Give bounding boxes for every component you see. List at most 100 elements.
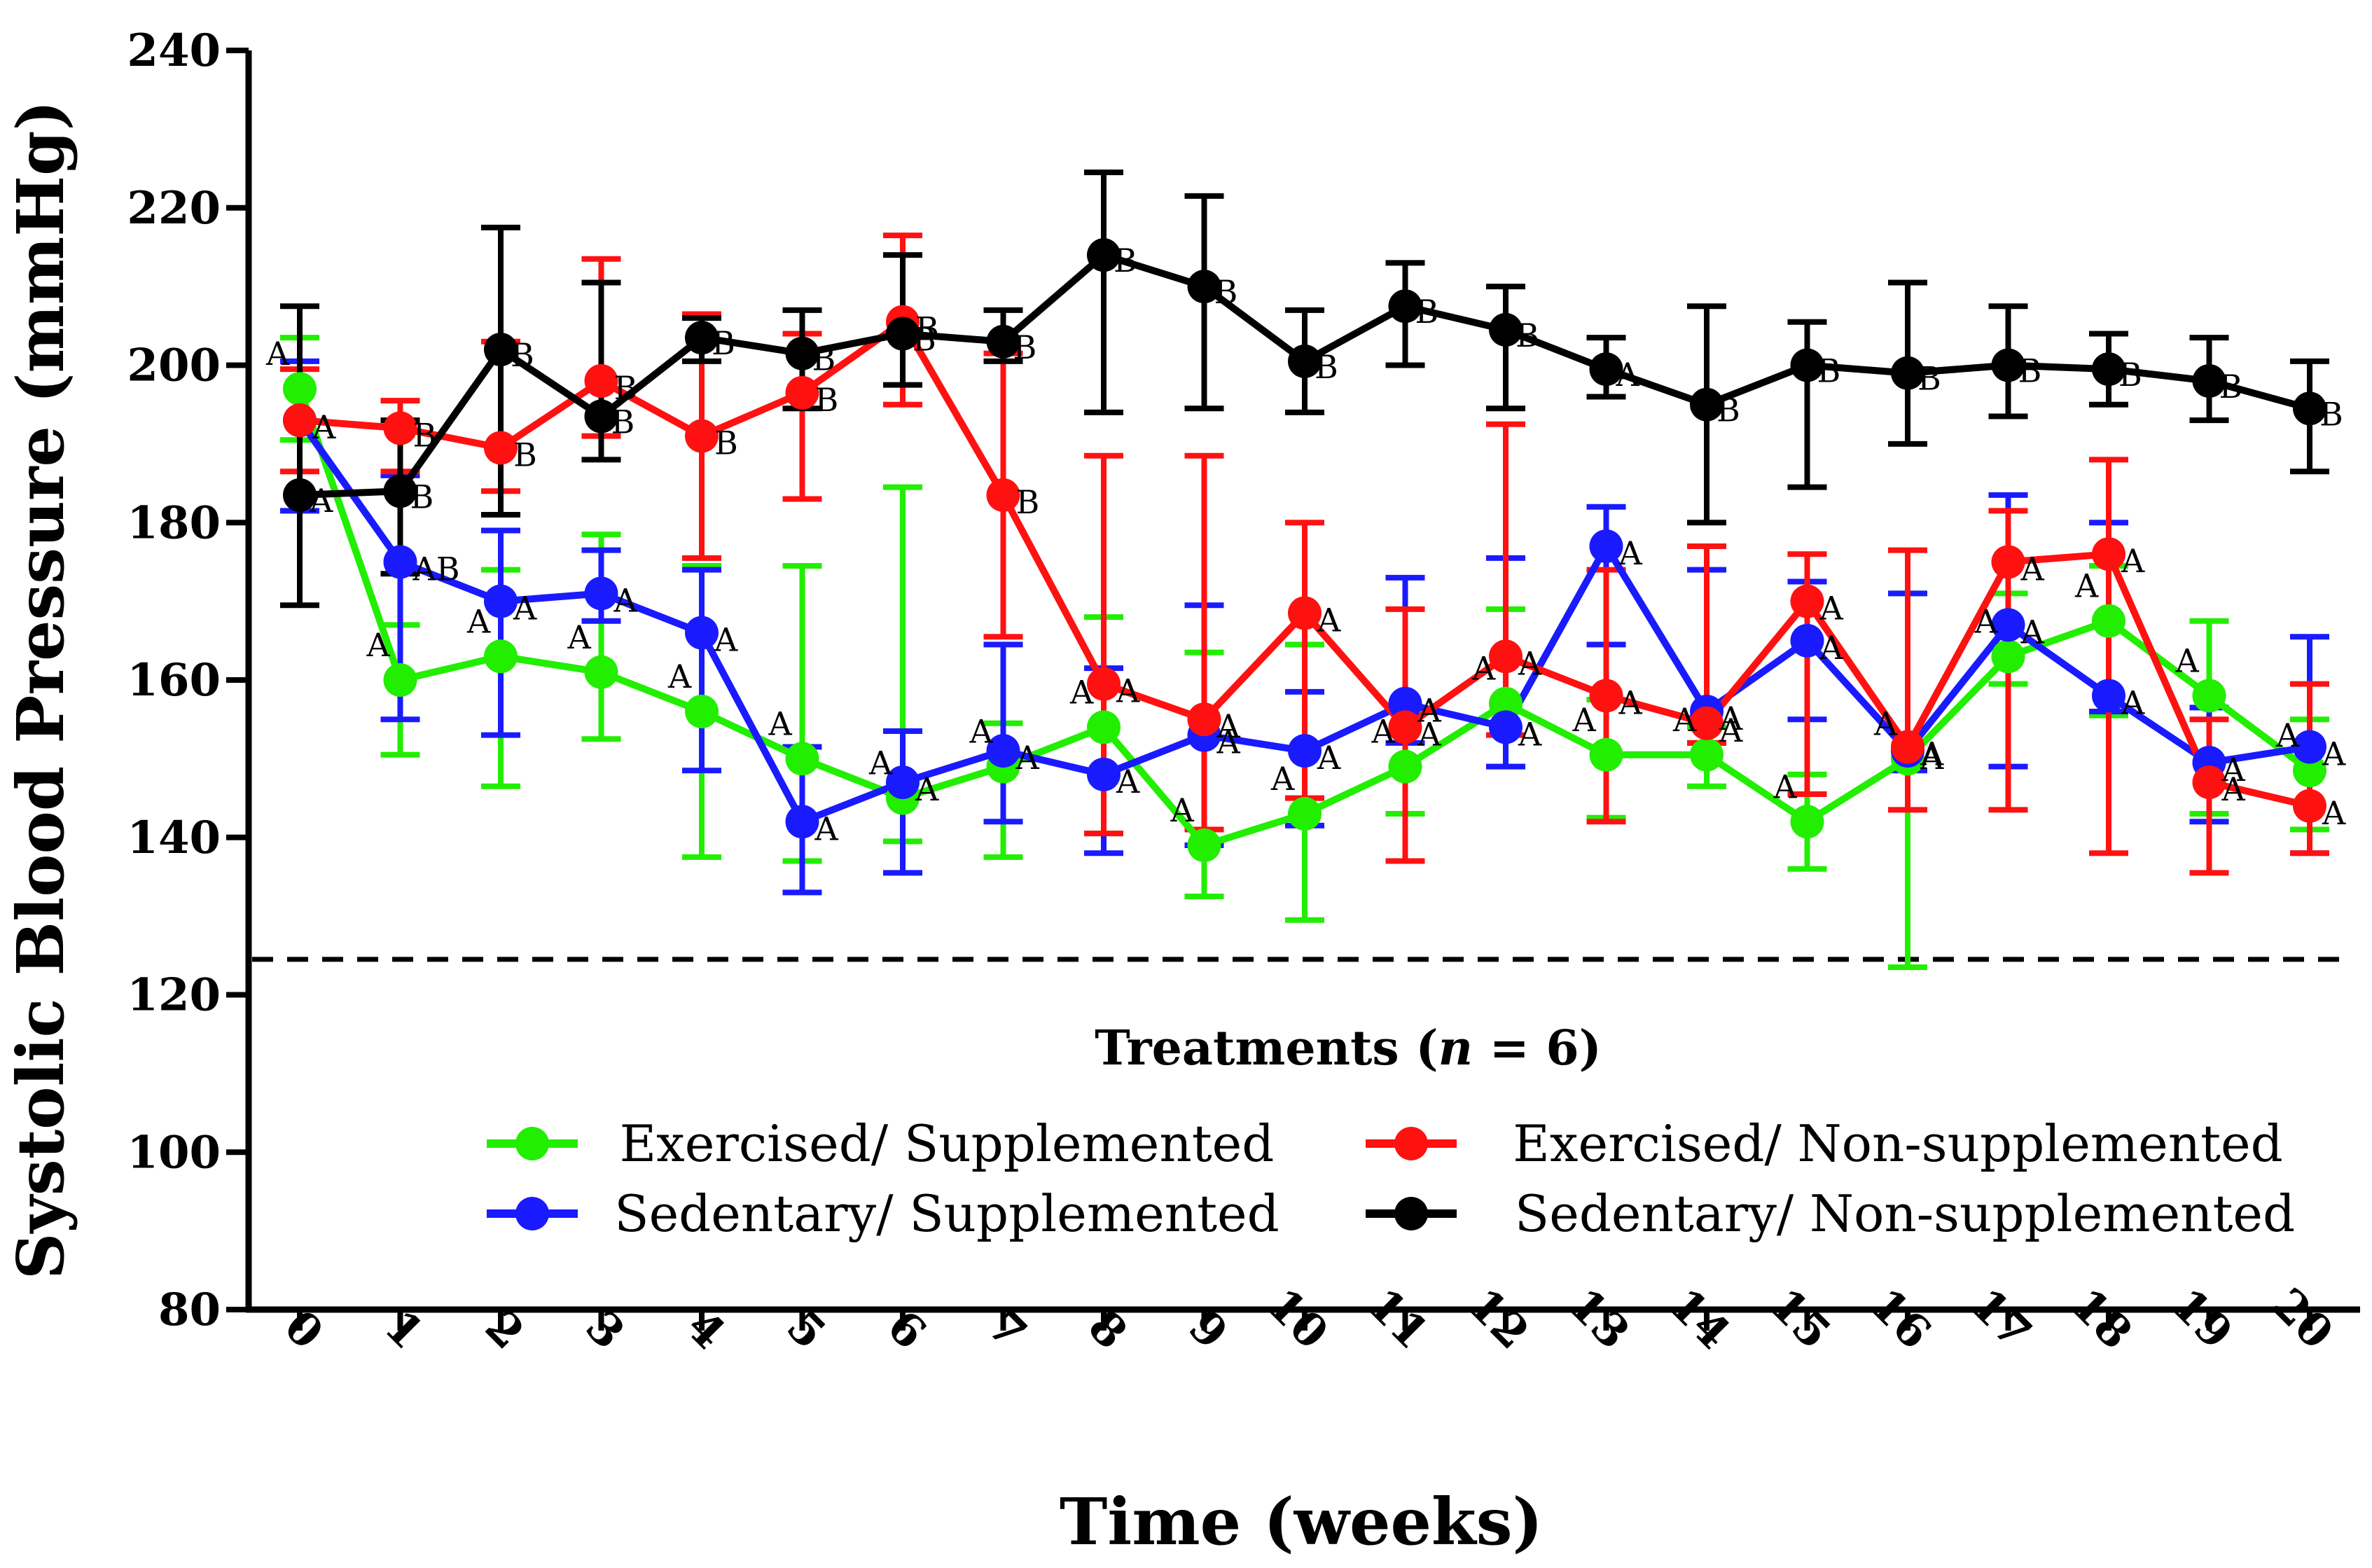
legend-label: Sedentary/ Supplemented bbox=[614, 1184, 1279, 1243]
data-point bbox=[1891, 356, 1924, 390]
legend: Exercised/ Supplemented Sedentary/ Suppl… bbox=[487, 1114, 2295, 1243]
significance-label: B bbox=[511, 336, 534, 374]
legend-title: Treatments (n = 6) bbox=[1095, 1020, 1602, 1076]
data-point bbox=[1288, 596, 1322, 630]
data-point bbox=[1288, 797, 1322, 831]
data-point bbox=[1589, 737, 1623, 772]
data-point bbox=[584, 399, 618, 433]
significance-label: A bbox=[2121, 684, 2145, 721]
data-point bbox=[1187, 270, 1221, 304]
significance-label: A bbox=[513, 590, 537, 627]
data-point bbox=[1991, 545, 2025, 579]
legend-swatch-dot bbox=[1394, 1197, 1428, 1230]
significance-label: A bbox=[915, 770, 939, 808]
significance-label: A bbox=[1719, 700, 1743, 737]
data-point bbox=[2293, 730, 2326, 764]
x-tick-label: 16 bbox=[1860, 1278, 1941, 1359]
legend-label: Sedentary/ Non-supplemented bbox=[1515, 1184, 2295, 1243]
significance-label: A bbox=[366, 626, 391, 664]
data-point bbox=[2293, 789, 2326, 823]
legend-entry-exercised-supplemented[interactable]: Exercised/ Supplemented bbox=[487, 1114, 1274, 1173]
data-point bbox=[1589, 529, 1623, 563]
significance-label: A bbox=[1270, 760, 1295, 798]
legend-label: Exercised/ Supplemented bbox=[620, 1114, 1275, 1173]
significance-label: A bbox=[1616, 356, 1640, 394]
data-point bbox=[383, 545, 417, 579]
data-point bbox=[484, 333, 518, 367]
y-tick-label: 240 bbox=[127, 25, 221, 77]
data-point bbox=[283, 478, 317, 512]
data-point bbox=[484, 639, 518, 674]
data-point bbox=[1388, 749, 1422, 784]
significance-label: A bbox=[2020, 613, 2045, 651]
significance-label: A bbox=[1572, 701, 1597, 739]
significance-label: A bbox=[1317, 601, 1341, 639]
significance-label: B bbox=[1214, 273, 1238, 311]
significance-label: A bbox=[567, 618, 592, 656]
significance-label: A bbox=[1873, 705, 1898, 742]
significance-label: B bbox=[1016, 483, 1040, 521]
significance-label: AB bbox=[412, 550, 460, 588]
data-point bbox=[1087, 710, 1121, 744]
data-point bbox=[1489, 312, 1523, 347]
y-tick-label: 180 bbox=[127, 497, 221, 549]
significance-label: B bbox=[712, 324, 735, 362]
legend-entry-sedentary-non-supplemented[interactable]: Sedentary/ Non-supplemented bbox=[1366, 1184, 2295, 1243]
x-tick-label: 19 bbox=[2161, 1278, 2242, 1359]
significance-label: B bbox=[1716, 391, 1740, 429]
data-point bbox=[1489, 639, 1523, 674]
data-point bbox=[1589, 679, 1623, 713]
x-tick-label: 11 bbox=[1357, 1278, 1438, 1359]
data-point bbox=[986, 734, 1020, 768]
significance-label: B bbox=[1917, 360, 1941, 398]
data-point bbox=[484, 431, 518, 465]
data-point bbox=[383, 663, 417, 697]
data-point bbox=[383, 411, 417, 445]
significance-label: A bbox=[1920, 739, 1944, 777]
significance-label: B bbox=[614, 369, 638, 407]
significance-label: A bbox=[2322, 735, 2346, 773]
significance-label: A bbox=[1116, 672, 1140, 710]
data-point bbox=[383, 474, 417, 508]
significance-label: A bbox=[714, 621, 738, 659]
significance-label: B bbox=[513, 436, 537, 473]
significance-label: A bbox=[2322, 794, 2346, 832]
x-tick-label: 12 bbox=[1458, 1278, 1539, 1359]
data-point bbox=[1790, 584, 1824, 618]
significance-label: A bbox=[1819, 629, 1844, 667]
significance-label: B bbox=[1013, 328, 1037, 366]
legend-entry-sedentary-supplemented[interactable]: Sedentary/ Supplemented bbox=[487, 1184, 1279, 1243]
data-point bbox=[2192, 679, 2226, 713]
data-point bbox=[1087, 667, 1121, 701]
significance-label: A bbox=[969, 713, 994, 751]
data-point bbox=[283, 403, 317, 438]
significance-label: B bbox=[913, 321, 936, 359]
data-point bbox=[1690, 737, 1723, 772]
y-axis-title: Systolic Blood Pressure (mmHg) bbox=[3, 100, 78, 1279]
data-point bbox=[2092, 537, 2125, 571]
data-point bbox=[584, 655, 618, 689]
significance-label: B bbox=[2018, 352, 2042, 390]
x-tick-label: 15 bbox=[1759, 1278, 1840, 1359]
significance-label: A bbox=[312, 408, 336, 446]
data-point bbox=[685, 694, 719, 728]
significance-label: A bbox=[2221, 751, 2246, 789]
significance-label: A bbox=[1417, 715, 1442, 753]
significance-label: B bbox=[1114, 242, 1137, 279]
significance-label: A bbox=[1417, 692, 1442, 730]
data-point bbox=[2092, 352, 2125, 387]
significance-label: A bbox=[1116, 763, 1140, 800]
significance-label: A bbox=[1471, 650, 1496, 688]
data-point bbox=[1589, 352, 1623, 387]
data-point bbox=[1790, 805, 1824, 839]
significance-label: A bbox=[1672, 701, 1697, 739]
y-tick-label: 140 bbox=[127, 812, 221, 864]
data-point bbox=[685, 321, 719, 355]
data-point bbox=[685, 419, 719, 453]
legend-entry-exercised-non-supplemented[interactable]: Exercised/ Non-supplemented bbox=[1366, 1114, 2283, 1173]
y-tick-label: 100 bbox=[127, 1126, 221, 1179]
significance-label: A bbox=[814, 810, 839, 847]
x-axis-title: Time (weeks) bbox=[1060, 1484, 1543, 1560]
x-tick-label: 20 bbox=[2262, 1278, 2343, 1359]
